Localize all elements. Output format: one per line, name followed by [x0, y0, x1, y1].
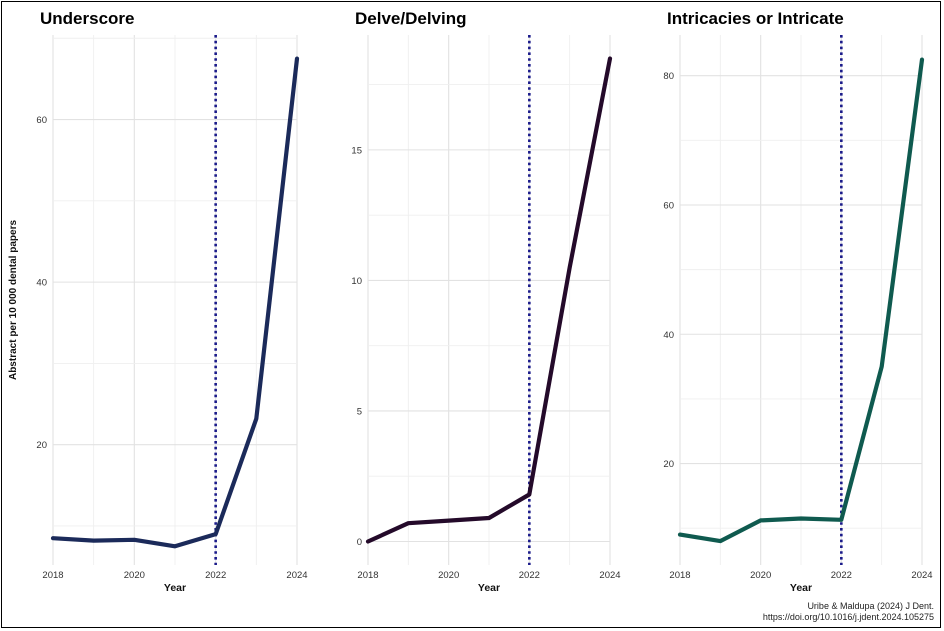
data-point — [528, 493, 531, 496]
x-axis-label: Year — [790, 582, 812, 594]
data-point — [133, 539, 136, 541]
x-tick-label: 2018 — [42, 570, 63, 581]
y-tick-label: 40 — [663, 330, 674, 341]
y-tick-label: 40 — [36, 278, 47, 289]
x-tick-label: 2018 — [669, 570, 690, 581]
y-tick-label: 0 — [357, 537, 362, 548]
data-point — [214, 533, 217, 535]
x-tick-label: 2024 — [286, 570, 307, 581]
x-tick-label: 2022 — [519, 570, 540, 581]
x-tick-label: 2022 — [205, 570, 226, 581]
data-point — [174, 545, 176, 548]
y-tick-label: 80 — [663, 71, 674, 82]
y-tick-label: 5 — [357, 406, 362, 417]
data-point — [880, 365, 883, 368]
x-tick-label: 2024 — [911, 570, 932, 581]
data-point — [407, 522, 410, 525]
x-tick-label: 2020 — [750, 570, 771, 581]
data-point — [568, 266, 571, 269]
panel-title: Intricacies or Intricate — [667, 9, 844, 28]
citation-credit: Uribe & Maldupa (2024) J Dent. https://d… — [763, 601, 934, 623]
data-point — [367, 540, 369, 543]
panel-title: Delve/Delving — [355, 9, 467, 28]
data-point — [679, 533, 681, 536]
y-tick-label: 60 — [663, 200, 674, 211]
panel-underscore: 20 40 60 2018 2020 2022 2024 Underscore Year Abst… — [8, 9, 308, 594]
panel-intricacies: 20 40 60 80 2018 2020 2022 2024 Intricacies or I… — [663, 9, 932, 594]
data-point — [840, 518, 843, 521]
data-point — [488, 517, 490, 519]
data-point — [296, 57, 298, 60]
data-point — [921, 58, 923, 61]
y-tick-label: 60 — [36, 115, 47, 126]
data-point — [92, 539, 95, 542]
data-point — [719, 540, 722, 542]
citation-line-2: https://doi.org/10.1016/j.jdent.2024.105… — [762, 612, 934, 622]
y-tick-label: 10 — [351, 276, 362, 287]
panel-title: Underscore — [40, 9, 134, 28]
y-tick-label: 20 — [663, 459, 674, 470]
x-axis-label: Year — [478, 582, 500, 594]
x-tick-label: 2022 — [831, 570, 852, 581]
citation-line-1: Uribe & Maldupa (2024) J Dent. — [807, 601, 934, 611]
data-point — [255, 417, 258, 420]
data-point — [609, 57, 611, 60]
x-tick-label: 2020 — [124, 570, 145, 581]
y-tick-label: 15 — [351, 145, 362, 156]
x-axis-label: Year — [164, 582, 186, 594]
x-tick-label: 2020 — [438, 570, 459, 581]
data-point — [447, 519, 450, 522]
data-point — [800, 517, 802, 520]
data-point — [52, 537, 54, 539]
x-tick-label: 2024 — [599, 570, 620, 581]
y-tick-label: 20 — [36, 440, 47, 451]
y-axis-label: Abstract per 10 000 dental papers — [8, 220, 19, 381]
x-tick-label: 2018 — [357, 570, 378, 581]
data-point — [759, 519, 762, 522]
panel-delve: 0 5 10 15 2018 2020 2022 2024 Delve/Delving Year — [351, 9, 620, 594]
